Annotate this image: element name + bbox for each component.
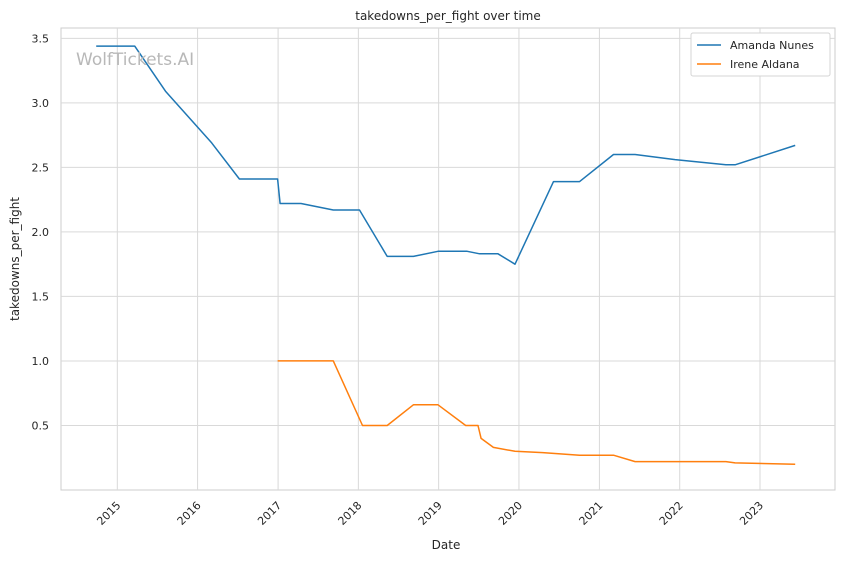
legend-label-irene-aldana: Irene Aldana bbox=[730, 58, 800, 71]
y-tick-label: 2.5 bbox=[32, 161, 50, 174]
plot-background bbox=[60, 27, 836, 491]
y-tick-label: 1.5 bbox=[32, 290, 50, 303]
y-tick-label: 3.5 bbox=[32, 32, 50, 45]
series-line-amanda-nunes bbox=[96, 45, 796, 265]
series-layer bbox=[96, 45, 796, 465]
y-tick-label: 3.0 bbox=[32, 97, 50, 110]
x-tick-labels: 2015 2016 2017 2018 2019 2020 2021 2022 2023 bbox=[94, 499, 766, 528]
y-tick-labels: 0.5 1.0 1.5 2.0 2.5 3.0 3.5 bbox=[32, 32, 50, 432]
chart-title: takedowns_per_fight over time bbox=[355, 9, 541, 23]
legend: Amanda Nunes Irene Aldana bbox=[690, 32, 831, 77]
y-axis-label: takedowns_per_fight bbox=[8, 197, 22, 321]
x-tick-label: 2021 bbox=[577, 499, 606, 528]
x-axis-label: Date bbox=[432, 538, 461, 552]
y-tick-label: 1.0 bbox=[32, 355, 50, 368]
series-line-irene-aldana bbox=[277, 360, 796, 465]
x-tick-label: 2015 bbox=[94, 499, 123, 528]
watermark: WolfTickets.AI bbox=[76, 50, 194, 70]
x-tick-label: 2022 bbox=[657, 499, 686, 528]
legend-label-amanda-nunes: Amanda Nunes bbox=[730, 39, 814, 52]
x-tick-label: 2017 bbox=[255, 499, 284, 528]
y-tick-label: 2.0 bbox=[32, 226, 50, 239]
x-tick-label: 2018 bbox=[336, 499, 365, 528]
legend-box bbox=[690, 32, 831, 77]
gridlines bbox=[61, 28, 835, 490]
x-tick-label: 2019 bbox=[416, 499, 445, 528]
x-tick-label: 2023 bbox=[737, 499, 766, 528]
x-tick-label: 2016 bbox=[175, 499, 204, 528]
x-tick-label: 2020 bbox=[496, 499, 525, 528]
y-tick-label: 0.5 bbox=[32, 419, 50, 432]
